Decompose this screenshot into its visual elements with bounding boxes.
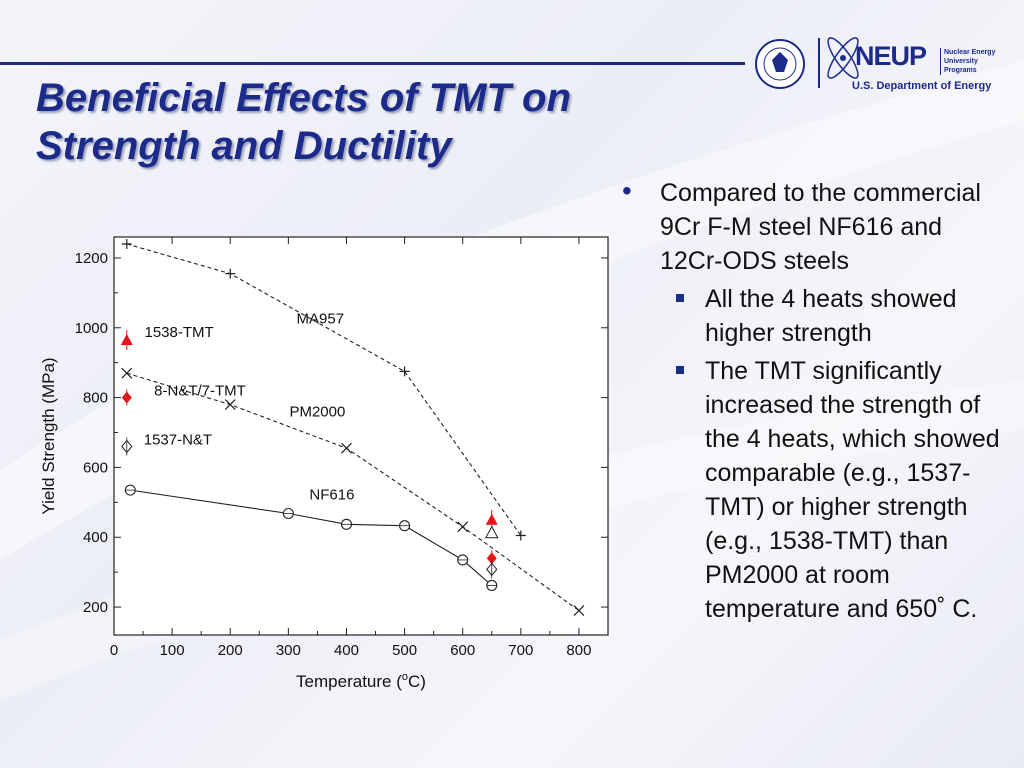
neup-logo-subtitle: Nuclear Energy University Programs — [940, 48, 1006, 75]
square-bullet-icon — [676, 294, 684, 302]
y-tick-label: 1000 — [75, 320, 108, 337]
plus-marker — [121, 238, 132, 249]
plot-frame — [113, 236, 609, 636]
data-point-unlabeled — [484, 525, 499, 539]
data-point-pm2000 — [457, 521, 469, 533]
cross-marker — [573, 605, 585, 616]
x-tick-label: 0 — [110, 642, 118, 659]
bullet-main-text: Compared to the commercial 9Cr F-M steel… — [660, 179, 981, 275]
annotation-label: NF616 — [309, 487, 354, 504]
x-tick-label: 100 — [160, 642, 185, 659]
data-point-nf616 — [340, 518, 353, 530]
data-point-nf616 — [486, 579, 498, 591]
data-point-ma957 — [225, 268, 236, 279]
doe-logo-text: U.S. Department of Energy — [852, 80, 992, 92]
data-point-pm2000 — [121, 367, 133, 379]
series-line-ma957 — [126, 243, 522, 536]
x-tick-label: 200 — [218, 642, 243, 659]
plus-marker — [399, 366, 410, 377]
sub-bullet-2-text: The TMT significantly increased the stre… — [705, 357, 1000, 623]
y-tick-label: 200 — [83, 599, 108, 616]
x-axis-label-sup: o — [402, 671, 408, 683]
data-point-nf616 — [457, 554, 469, 566]
doe-seal-icon — [755, 39, 805, 89]
y-axis-label: Yield Strength (MPa) — [39, 357, 58, 514]
title-line-2: Strength and Ductility — [36, 124, 452, 168]
annotation-label: 1537-N&T — [144, 432, 212, 449]
data-point-nf616 — [124, 484, 136, 496]
annotation-label: 8-N&T/7-TMT — [154, 383, 246, 400]
logo-divider — [818, 38, 820, 88]
x-tick-label: 700 — [508, 642, 533, 659]
data-point-ma957 — [515, 530, 526, 541]
open-triangle-marker — [484, 525, 499, 539]
data-point-ma957 — [399, 366, 410, 377]
y-tick-label: 400 — [83, 529, 108, 546]
sub-bullet-list: All the 4 heats showed higher strength T… — [620, 282, 1010, 626]
series-line-nf616 — [130, 489, 493, 586]
slide-title: Beneficial Effects of TMT on Strength an… — [36, 74, 571, 170]
x-tick-label: 300 — [276, 642, 301, 659]
bullet-main: • Compared to the commercial 9Cr F-M ste… — [620, 175, 1010, 278]
data-point-1538-tmt — [120, 329, 133, 350]
y-tick-label: 800 — [83, 390, 108, 407]
square-bullet-icon — [676, 366, 684, 374]
x-tick-label: 600 — [450, 642, 475, 659]
x-axis-label: Temperature (oC) — [296, 671, 426, 691]
header-rule — [0, 62, 745, 65]
annotation-label: MA957 — [297, 311, 345, 328]
title-line-1: Beneficial Effects of TMT on — [36, 76, 571, 120]
plus-marker — [225, 268, 236, 279]
data-point-pm2000 — [224, 399, 236, 411]
yield-strength-chart: 0 100 200 300 400 500 600 700 800 200 400 600 800 100… — [39, 236, 609, 691]
x-tick-label: 800 — [566, 642, 591, 659]
bullet-dot-icon: • — [622, 175, 632, 206]
data-point-nf616 — [282, 507, 294, 520]
cross-marker — [224, 399, 236, 411]
x-tick-label: 400 — [334, 642, 359, 659]
data-point-1537-n-t — [121, 437, 133, 456]
data-point-1537-n-t — [486, 560, 498, 579]
bullet-list: • Compared to the commercial 9Cr F-M ste… — [620, 175, 1010, 630]
data-point-pm2000 — [341, 442, 352, 454]
annotation-label: 1538-TMT — [144, 324, 213, 341]
sub-bullet-1-text: All the 4 heats showed higher strength — [705, 285, 957, 347]
cross-marker — [121, 367, 133, 379]
cross-marker — [341, 442, 352, 454]
data-point-8-n-t-7-tmt — [121, 389, 132, 406]
data-point-pm2000 — [573, 605, 585, 616]
x-axis-label-text: Temperature ( — [296, 672, 402, 691]
x-axis-label-end: C) — [408, 672, 426, 691]
sub-bullet-1: All the 4 heats showed higher strength — [620, 282, 1010, 350]
cross-marker — [457, 521, 469, 533]
data-point-ma957 — [121, 238, 132, 249]
y-tick-label: 600 — [83, 459, 108, 476]
annotation-label: PM2000 — [289, 403, 345, 420]
x-tick-label: 500 — [392, 642, 417, 659]
plus-marker — [515, 530, 526, 541]
data-point-nf616 — [399, 520, 411, 532]
neup-logo-text: NEUP — [855, 41, 927, 71]
sub-bullet-2: The TMT significantly increased the stre… — [620, 354, 1010, 626]
atom-icon — [827, 37, 859, 79]
y-tick-label: 1200 — [75, 250, 108, 267]
